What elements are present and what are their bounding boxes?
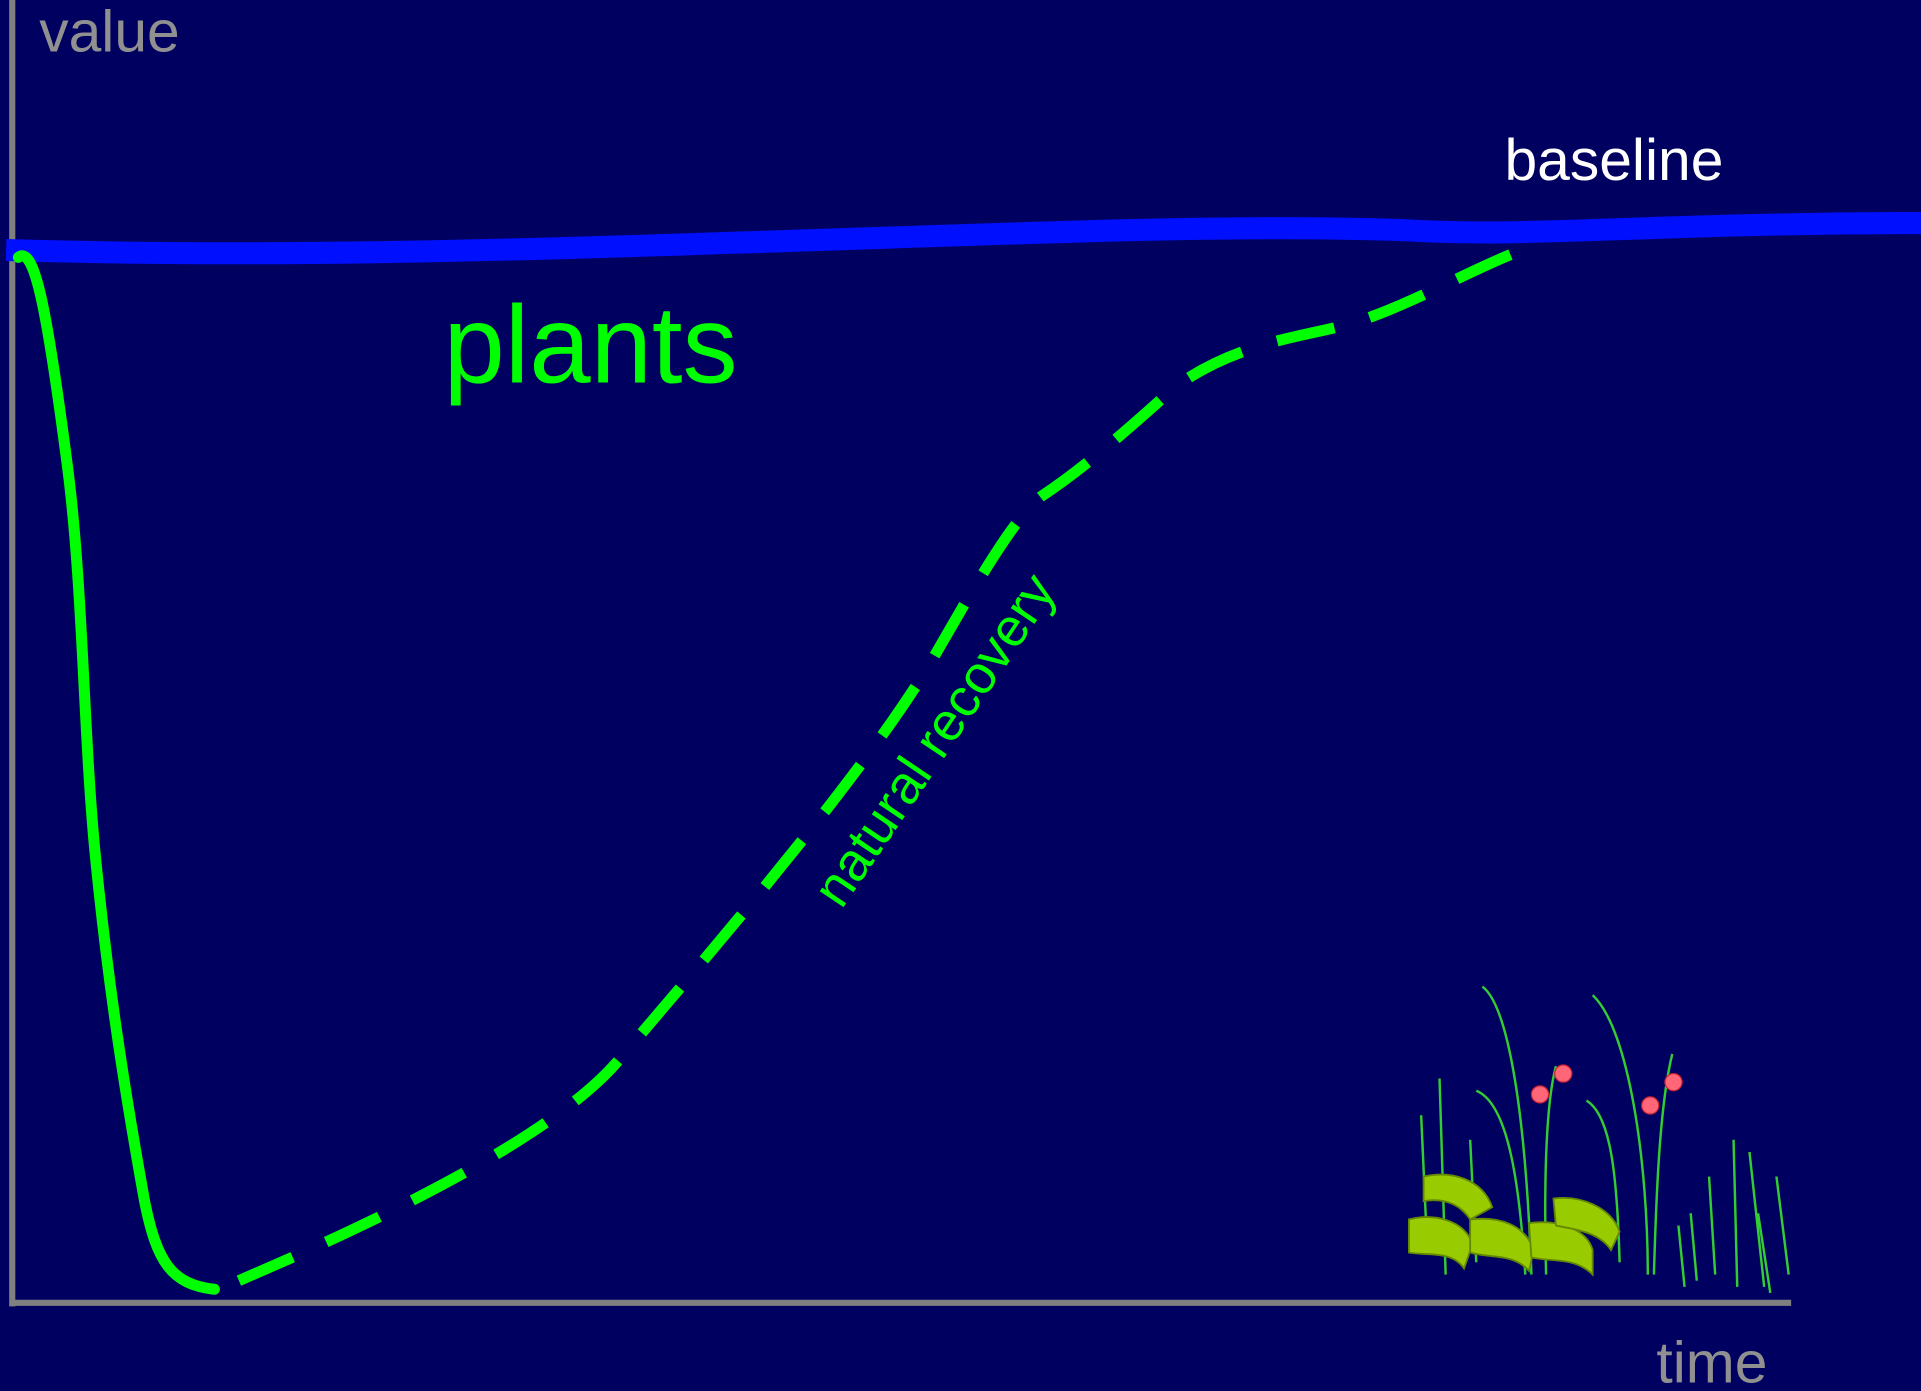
baseline-label: baseline bbox=[1504, 128, 1723, 193]
leaves bbox=[1407, 1173, 1621, 1277]
recovery-curve bbox=[236, 246, 1522, 1286]
y-axis-label: value bbox=[39, 0, 180, 64]
flowers bbox=[1530, 1064, 1683, 1115]
baseline-line bbox=[5, 212, 1921, 265]
decline-curve bbox=[12, 250, 220, 1295]
x-axis-label: time bbox=[1656, 1330, 1767, 1391]
series-label: plants bbox=[443, 283, 737, 406]
